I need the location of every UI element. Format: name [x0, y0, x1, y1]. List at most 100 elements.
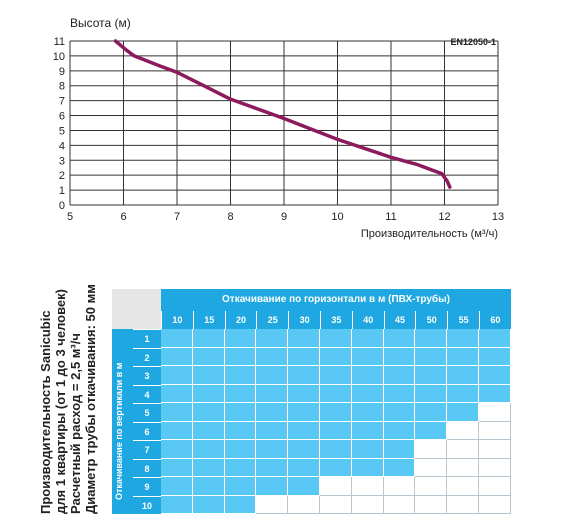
table-cell-allowed	[351, 329, 384, 348]
x-tick-label: 12	[438, 211, 450, 223]
x-axis-label: Производительность (м³/ч)	[361, 228, 498, 240]
table-cell-empty	[320, 477, 352, 496]
row-header: 1	[133, 329, 161, 348]
table-cell-allowed	[415, 384, 448, 403]
y-tick-labels: 0 1 2 3 4 5 6 7 8 9 10 11	[53, 36, 65, 212]
column-header: 45	[383, 311, 416, 329]
y-tick-label: 6	[59, 111, 65, 123]
row-header: 8	[133, 458, 161, 477]
performance-curve	[113, 39, 452, 189]
table-cell-empty	[447, 421, 479, 440]
table-cell-empty	[447, 495, 479, 514]
row-header: 9	[133, 477, 161, 496]
x-tick-label: 8	[227, 211, 233, 223]
row-header: 7	[133, 440, 161, 459]
table-cell-allowed	[479, 384, 511, 403]
table-cell-allowed	[256, 366, 289, 385]
y-tick-label: 0	[59, 200, 65, 212]
table-cell-allowed	[161, 421, 193, 440]
table-cell-allowed	[161, 366, 193, 385]
table-corner	[112, 289, 161, 329]
x-tick-label: 13	[492, 211, 504, 223]
table-cell-allowed	[351, 347, 384, 366]
table-cell-empty	[415, 458, 448, 477]
y-tick-label: 8	[59, 81, 65, 93]
column-header: 20	[224, 311, 257, 329]
y-tick-label: 2	[59, 170, 65, 182]
table-cell-empty	[383, 495, 416, 514]
table-cell-allowed	[192, 477, 225, 496]
y-tick-label: 9	[59, 66, 65, 78]
table-cell-empty	[479, 477, 511, 496]
table-cell-allowed	[256, 347, 289, 366]
chart-grid	[69, 40, 499, 206]
column-header: 60	[479, 311, 511, 329]
table-cell-allowed	[256, 384, 289, 403]
row-axis-band	[112, 329, 133, 514]
performance-curve-layer	[113, 39, 452, 189]
table-cell-allowed	[192, 495, 225, 514]
row-header: 5	[133, 403, 161, 422]
column-header: 15	[192, 311, 225, 329]
x-tick-label: 11	[385, 211, 396, 223]
y-tick-label: 1	[59, 185, 65, 197]
table-cell-allowed	[161, 329, 193, 348]
table-cell-allowed	[415, 366, 448, 385]
table-cell-allowed	[383, 403, 416, 422]
table-cell-allowed	[320, 329, 352, 348]
table-cell-allowed	[288, 458, 320, 477]
column-header: 25	[256, 311, 289, 329]
table-cell-empty	[479, 403, 511, 422]
table-cell-allowed	[256, 421, 289, 440]
y-tick-label: 3	[59, 155, 65, 167]
column-header: 35	[320, 311, 352, 329]
column-header: 40	[351, 311, 384, 329]
row-header: 3	[133, 366, 161, 385]
table-cell-allowed	[415, 329, 448, 348]
table-cell-allowed	[415, 347, 448, 366]
row-header: 6	[133, 421, 161, 440]
table-cell-empty	[479, 421, 511, 440]
table-cell-allowed	[224, 440, 257, 459]
table-cell-allowed	[161, 477, 193, 496]
row-header: 4	[133, 384, 161, 403]
y-tick-label: 4	[59, 140, 65, 152]
table-cell-allowed	[447, 329, 479, 348]
table-cell-allowed	[192, 440, 225, 459]
table-cell-allowed	[288, 440, 320, 459]
column-header: 10	[161, 311, 193, 329]
table-cell-allowed	[415, 421, 448, 440]
table-cell-allowed	[383, 347, 416, 366]
table-cell-empty	[479, 440, 511, 459]
x-tick-label: 9	[281, 211, 287, 223]
table-cell-allowed	[383, 458, 416, 477]
table-cell-allowed	[320, 421, 352, 440]
table-cell-empty	[415, 477, 448, 496]
table-cell-allowed	[447, 384, 479, 403]
table-cell-empty	[415, 440, 448, 459]
table-cell-allowed	[415, 403, 448, 422]
table-cell-allowed	[256, 477, 289, 496]
table-cell-allowed	[224, 366, 257, 385]
table-cell-empty	[288, 495, 320, 514]
table-cell-allowed	[351, 440, 384, 459]
table-cell-allowed	[351, 421, 384, 440]
table-cell-allowed	[161, 495, 193, 514]
table-cell-allowed	[383, 329, 416, 348]
y-axis-label: Высота (м)	[70, 16, 131, 30]
table-cell-allowed	[383, 384, 416, 403]
table-cell-allowed	[161, 384, 193, 403]
table-cell-allowed	[224, 403, 257, 422]
table-cell-empty	[447, 477, 479, 496]
table-cell-allowed	[479, 329, 511, 348]
table-cell-allowed	[224, 347, 257, 366]
table-cell-allowed	[351, 366, 384, 385]
y-tick-label: 7	[59, 96, 65, 108]
table-cell-empty	[320, 495, 352, 514]
table-cell-allowed	[161, 403, 193, 422]
table-cell-allowed	[351, 403, 384, 422]
table-cell-allowed	[288, 403, 320, 422]
table-header: Откачивание по горизонтали в м (ПВХ-труб…	[161, 289, 511, 311]
